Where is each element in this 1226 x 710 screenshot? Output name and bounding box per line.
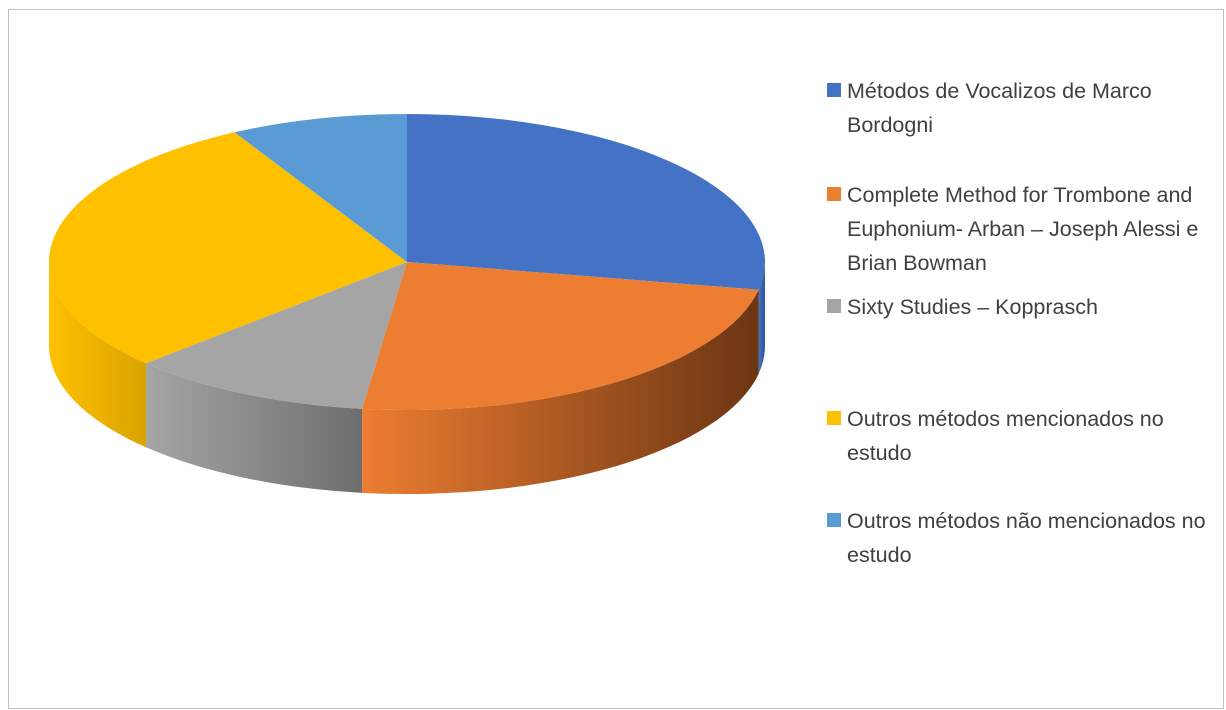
pie-slice-side-2 (146, 363, 363, 493)
legend-label-1: Complete Method for Trombone and Euphoni… (847, 183, 1199, 275)
pie-slice-2 (146, 262, 407, 409)
pie-slice-0 (407, 114, 766, 290)
legend-swatch-3 (827, 411, 841, 425)
legend-item-3: Outros métodos mencionados no estudo (827, 402, 1217, 470)
legend-swatch-0 (827, 83, 841, 97)
pie-slices (49, 114, 766, 410)
pie-sides (49, 262, 765, 494)
legend-item-4: Outros métodos não mencionados no estudo (827, 504, 1217, 572)
pie-slice-side-3 (49, 262, 147, 448)
legend-label-2: Sixty Studies – Kopprasch (847, 295, 1098, 319)
pie-chart (49, 114, 766, 494)
legend-swatch-1 (827, 187, 841, 201)
pie-slice-side-1 (362, 289, 759, 494)
legend-item-2: Sixty Studies – Kopprasch (827, 290, 1217, 324)
chart-area: Métodos de Vocalizos de Marco Bordogni C… (8, 9, 1224, 709)
pie-slice-side-0 (758, 262, 765, 374)
pie-slice-3 (49, 132, 408, 364)
legend-item-1: Complete Method for Trombone and Euphoni… (827, 178, 1217, 280)
legend-label-0: Métodos de Vocalizos de Marco Bordogni (847, 79, 1152, 137)
legend-swatch-4 (827, 513, 841, 527)
legend-label-4: Outros métodos não mencionados no estudo (847, 509, 1206, 567)
legend-item-0: Métodos de Vocalizos de Marco Bordogni (827, 74, 1217, 142)
legend-label-3: Outros métodos mencionados no estudo (847, 407, 1164, 465)
legend-swatch-2 (827, 299, 841, 313)
pie-slice-4 (234, 114, 407, 262)
pie-slice-1 (362, 262, 759, 410)
